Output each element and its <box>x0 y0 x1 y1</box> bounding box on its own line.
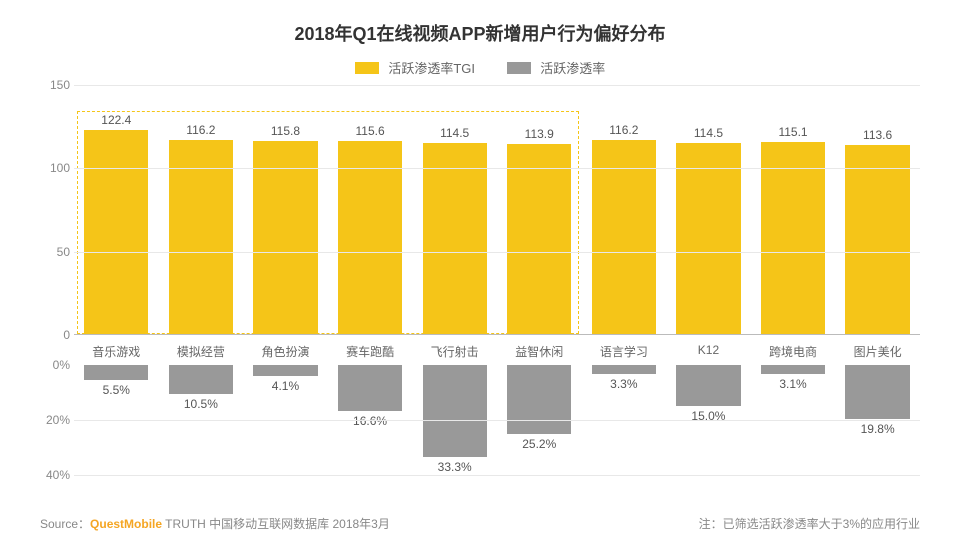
y-tick-rate: 40% <box>40 468 70 482</box>
bar-tgi: 115.1 <box>761 142 825 334</box>
plot-inner: 122.4 116.2 115.8 115.6 114.5 113.9 116.2 114.5… <box>74 85 920 495</box>
lower-panel: 5.5% 10.5% 4.1% 16.6% 33.3% 25.2% 3.3% 15.0% 3.1… <box>74 365 920 475</box>
bar-label-tgi: 115.6 <box>338 124 402 138</box>
bar-rate: 15.0% <box>676 365 740 406</box>
bar-tgi: 115.8 <box>253 141 317 334</box>
x-label: 跨境电商 <box>751 337 836 360</box>
bar-label-tgi: 114.5 <box>676 126 740 140</box>
bar-rate: 3.3% <box>592 365 656 374</box>
bar-tgi: 122.4 <box>84 130 148 334</box>
legend-swatch-rate <box>507 62 531 74</box>
x-axis-labels: 音乐游戏模拟经营角色扮演赛车跑酷飞行射击益智休闲语言学习K12跨境电商图片美化 <box>74 337 920 360</box>
bar-label-rate: 3.1% <box>761 377 825 391</box>
x-label: 角色扮演 <box>243 337 328 360</box>
legend: 活跃渗透率TGI 活跃渗透率 <box>40 58 920 77</box>
bar-label-tgi: 116.2 <box>169 123 233 137</box>
chart-title: 2018年Q1在线视频APP新增用户行为偏好分布 <box>40 20 920 46</box>
bar-tgi: 116.2 <box>169 140 233 334</box>
source-text: Source：QuestMobile TRUTH 中国移动互联网数据库 2018… <box>40 515 390 532</box>
bar-tgi: 113.6 <box>845 145 909 334</box>
bar-label-tgi: 122.4 <box>84 113 148 127</box>
bar-tgi: 114.5 <box>676 143 740 334</box>
bar-label-tgi: 114.5 <box>423 126 487 140</box>
bar-label-tgi: 113.9 <box>507 127 571 141</box>
y-tick-rate: 0% <box>40 358 70 372</box>
y-tick-tgi: 100 <box>40 161 70 175</box>
source-suffix: TRUTH 中国移动互联网数据库 2018年3月 <box>162 517 390 531</box>
y-tick-tgi: 0 <box>40 328 70 342</box>
bars-tgi: 122.4 116.2 115.8 115.6 114.5 113.9 116.2 114.5… <box>74 85 920 334</box>
bar-label-rate: 33.3% <box>423 460 487 474</box>
bar-label-rate: 4.1% <box>253 379 317 393</box>
legend-swatch-tgi <box>355 62 379 74</box>
y-tick-rate: 20% <box>40 413 70 427</box>
bar-rate: 19.8% <box>845 365 909 419</box>
bar-rate: 25.2% <box>507 365 571 434</box>
bar-tgi: 114.5 <box>423 143 487 334</box>
legend-label-tgi: 活跃渗透率TGI <box>388 61 475 76</box>
bar-tgi: 113.9 <box>507 144 571 334</box>
footer-note: 注：已筛选活跃渗透率大于3%的应用行业 <box>699 515 920 532</box>
bar-rate: 5.5% <box>84 365 148 380</box>
source-brand: QuestMobile <box>90 517 162 531</box>
bar-tgi: 115.6 <box>338 141 402 334</box>
x-label: 赛车跑酷 <box>328 337 413 360</box>
bar-label-rate: 19.8% <box>845 422 909 436</box>
legend-label-rate: 活跃渗透率 <box>540 61 605 76</box>
bar-label-rate: 15.0% <box>676 409 740 423</box>
y-tick-tgi: 150 <box>40 78 70 92</box>
x-label: K12 <box>666 337 751 360</box>
x-label: 语言学习 <box>582 337 667 360</box>
bar-rate: 10.5% <box>169 365 233 394</box>
bar-label-rate: 5.5% <box>84 383 148 397</box>
y-tick-tgi: 50 <box>40 245 70 259</box>
bar-label-tgi: 116.2 <box>592 123 656 137</box>
x-label: 飞行射击 <box>412 337 497 360</box>
legend-item-rate: 活跃渗透率 <box>507 58 606 77</box>
bar-rate: 33.3% <box>423 365 487 457</box>
source-prefix: Source： <box>40 517 90 531</box>
bar-label-tgi: 115.8 <box>253 124 317 138</box>
x-label: 模拟经营 <box>159 337 244 360</box>
upper-panel: 122.4 116.2 115.8 115.6 114.5 113.9 116.2 114.5… <box>74 85 920 335</box>
bar-label-tgi: 113.6 <box>845 128 909 142</box>
bar-label-rate: 3.3% <box>592 377 656 391</box>
x-label: 益智休闲 <box>497 337 582 360</box>
bar-rate: 4.1% <box>253 365 317 376</box>
x-label: 音乐游戏 <box>74 337 159 360</box>
bar-tgi: 116.2 <box>592 140 656 334</box>
bar-label-tgi: 115.1 <box>761 125 825 139</box>
bar-rate: 3.1% <box>761 365 825 374</box>
bar-label-rate: 10.5% <box>169 397 233 411</box>
x-label: 图片美化 <box>835 337 920 360</box>
bar-label-rate: 25.2% <box>507 437 571 451</box>
plot-area: 122.4 116.2 115.8 115.6 114.5 113.9 116.2 114.5… <box>40 85 920 495</box>
legend-item-tgi: 活跃渗透率TGI <box>355 58 475 77</box>
bar-rate: 16.6% <box>338 365 402 411</box>
chart-container: 2018年Q1在线视频APP新增用户行为偏好分布 活跃渗透率TGI 活跃渗透率 … <box>0 0 960 544</box>
footer: Source：QuestMobile TRUTH 中国移动互联网数据库 2018… <box>40 515 920 532</box>
